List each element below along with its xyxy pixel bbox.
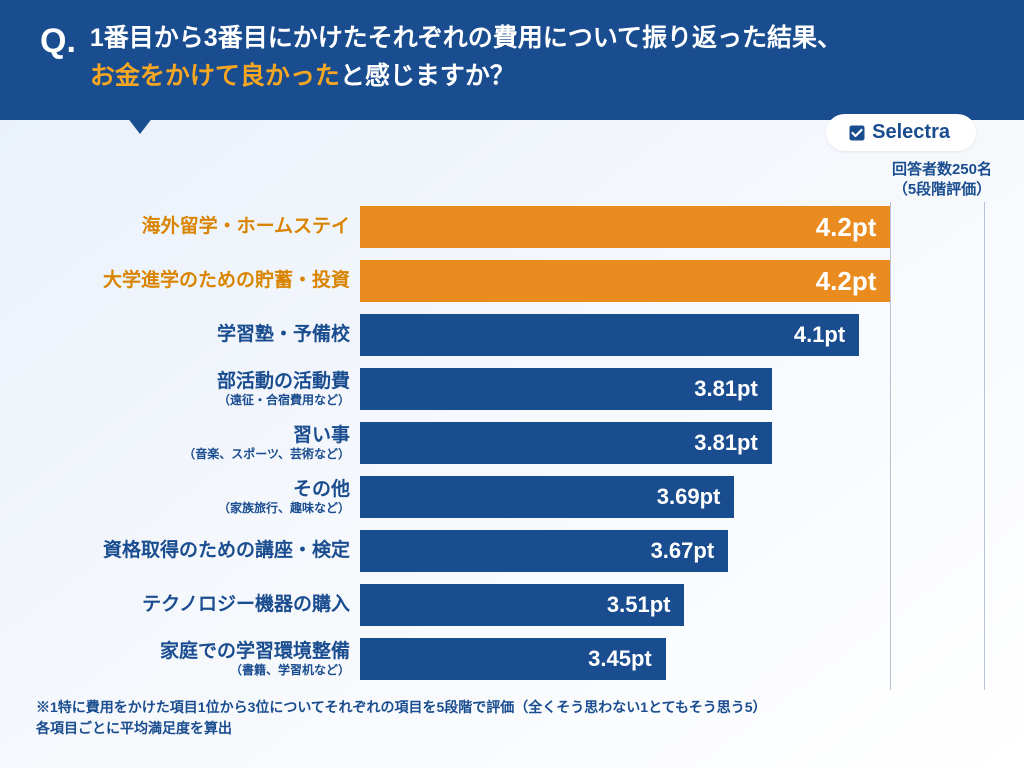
header-pointer-icon <box>120 108 160 134</box>
bar: 3.67pt <box>360 530 728 572</box>
row-label: 学習塾・予備校 <box>0 324 360 346</box>
row-label-sub: （書籍、学習机など） <box>0 664 350 678</box>
bar-track: 3.81pt <box>360 368 984 410</box>
row-label: 部活動の活動費（遠征・合宿費用など） <box>0 371 360 408</box>
chart-row: 部活動の活動費（遠征・合宿費用など）3.81pt <box>0 364 984 414</box>
question-header: Q. 1番目から3番目にかけたそれぞれの費用について振り返った結果、 お金をかけ… <box>0 0 1024 120</box>
question-line1: 1番目から3番目にかけたそれぞれの費用について振り返った結果、 <box>90 22 984 56</box>
bar-track: 3.67pt <box>360 530 984 572</box>
row-label-main: その他 <box>0 479 350 501</box>
bar: 3.51pt <box>360 584 684 626</box>
q-label: Q. <box>40 24 76 58</box>
footnote-line1: ※1特に費用をかけた項目1位から3位についてそれぞれの項目を5段階で評価（全くそ… <box>36 697 766 719</box>
row-label-main: 大学進学のための貯蓄・投資 <box>0 270 350 292</box>
row-label: 習い事（音楽、スポーツ、芸術など） <box>0 425 360 462</box>
row-label-main: 習い事 <box>0 425 350 447</box>
row-label-main: 資格取得のための講座・検定 <box>0 540 350 562</box>
chart-row: 家庭での学習環境整備（書籍、学習机など）3.45pt <box>0 634 984 684</box>
row-label: その他（家族旅行、趣味など） <box>0 479 360 516</box>
bar-track: 3.51pt <box>360 584 984 626</box>
row-label-main: 部活動の活動費 <box>0 371 350 393</box>
chart-row: 大学進学のための貯蓄・投資 4.2pt <box>0 256 984 306</box>
chart-row: 資格取得のための講座・検定 3.67pt <box>0 526 984 576</box>
row-label: 家庭での学習環境整備（書籍、学習机など） <box>0 641 360 678</box>
bar: 3.81pt <box>360 368 772 410</box>
row-label-sub: （遠征・合宿費用など） <box>0 394 350 408</box>
row-label: 資格取得のための講座・検定 <box>0 540 360 562</box>
respondent-meta: 回答者数250名 （5段階評価） <box>892 160 992 201</box>
bar: 4.2pt <box>360 260 890 302</box>
footnote: ※1特に費用をかけた項目1位から3位についてそれぞれの項目を5段階で評価（全くそ… <box>36 697 766 740</box>
row-label-main: 海外留学・ホームステイ <box>0 216 350 238</box>
question-line2: お金をかけて良かったと感じますか？ <box>90 60 984 94</box>
row-label-sub: （家族旅行、趣味など） <box>0 502 350 516</box>
row-label: 海外留学・ホームステイ <box>0 216 360 238</box>
row-label-main: 家庭での学習環境整備 <box>0 641 350 663</box>
meta-line2: （5段階評価） <box>892 180 992 200</box>
bar: 4.1pt <box>360 314 859 356</box>
brand-name: Selectra <box>872 121 950 144</box>
chart-row: 学習塾・予備校 4.1pt <box>0 310 984 360</box>
brand-badge: Selectra <box>826 114 976 151</box>
footnote-line2: 各項目ごとに平均満足度を算出 <box>36 718 766 740</box>
bar-track: 3.81pt <box>360 422 984 464</box>
question-after: と感じますか？ <box>340 62 515 90</box>
row-label-main: 学習塾・予備校 <box>0 324 350 346</box>
chart-row: 海外留学・ホームステイ 4.2pt <box>0 202 984 252</box>
bar: 3.81pt <box>360 422 772 464</box>
meta-line1: 回答者数250名 <box>892 160 992 180</box>
row-label: 大学進学のための貯蓄・投資 <box>0 270 360 292</box>
row-label: テクノロジー機器の購入 <box>0 594 360 616</box>
chart-row: その他（家族旅行、趣味など）3.69pt <box>0 472 984 522</box>
row-label-main: テクノロジー機器の購入 <box>0 594 350 616</box>
chart-row: テクノロジー機器の購入 3.51pt <box>0 580 984 630</box>
bar-track: 4.1pt <box>360 314 984 356</box>
question-text: 1番目から3番目にかけたそれぞれの費用について振り返った結果、 お金をかけて良か… <box>90 22 984 94</box>
bar-track: 4.2pt <box>360 206 984 248</box>
question-highlight: お金をかけて良かった <box>90 62 340 90</box>
bar-track: 3.45pt <box>360 638 984 680</box>
bar: 3.69pt <box>360 476 734 518</box>
chart-row: 習い事（音楽、スポーツ、芸術など）3.81pt <box>0 418 984 468</box>
check-icon <box>848 124 866 142</box>
row-label-sub: （音楽、スポーツ、芸術など） <box>0 448 350 462</box>
bar-track: 3.69pt <box>360 476 984 518</box>
bar: 4.2pt <box>360 206 890 248</box>
bar-track: 4.2pt <box>360 260 984 302</box>
bar-chart: 海外留学・ホームステイ 4.2pt 大学進学のための貯蓄・投資 4.2pt 学習塾・予備… <box>0 202 1024 688</box>
bar: 3.45pt <box>360 638 666 680</box>
